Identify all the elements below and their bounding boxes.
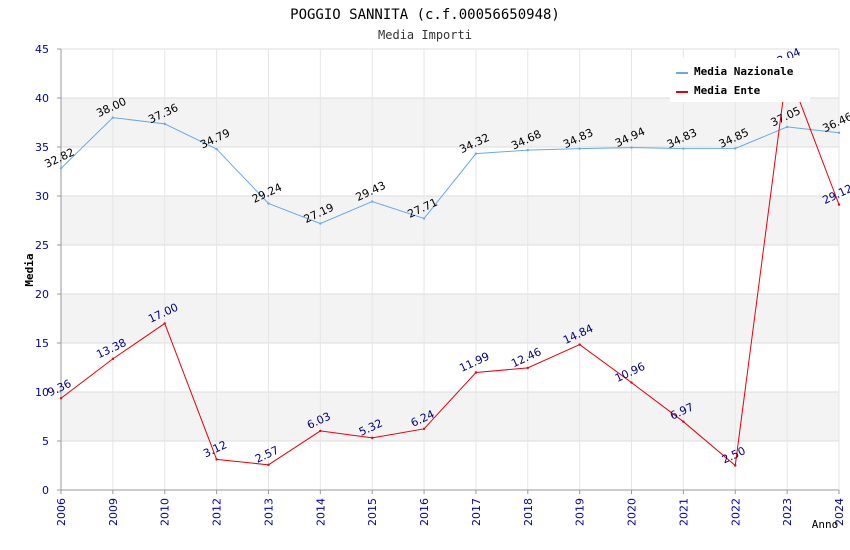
data-point-media-ente bbox=[682, 420, 685, 423]
y-tick-label: 35 bbox=[35, 141, 49, 154]
data-point-media-nazionale bbox=[163, 122, 166, 126]
legend: Media Nazionale Media Ente bbox=[670, 58, 810, 102]
data-point-media-ente bbox=[422, 427, 426, 431]
data-point-media-ente bbox=[630, 381, 633, 384]
data-point-media-ente bbox=[734, 464, 737, 467]
data-point-media-nazionale bbox=[371, 200, 374, 203]
data-label-media-ente: 2.50 bbox=[720, 444, 748, 466]
data-point-media-nazionale bbox=[785, 125, 789, 129]
data-point-media-ente bbox=[163, 322, 166, 325]
data-point-media-ente bbox=[111, 357, 115, 361]
data-label-media-ente: 3.12 bbox=[201, 438, 229, 460]
legend-background bbox=[670, 58, 810, 102]
y-tick-label: 20 bbox=[35, 288, 49, 301]
data-point-media-ente bbox=[837, 203, 841, 206]
x-tick-label: 2009 bbox=[107, 498, 120, 526]
data-point-media-nazionale bbox=[682, 147, 685, 150]
data-point-media-nazionale bbox=[215, 147, 218, 151]
x-tick-label: 2023 bbox=[781, 498, 794, 526]
x-tick-label: 2019 bbox=[574, 498, 587, 526]
series-line-media-nazionale bbox=[60, 117, 840, 225]
data-point-media-nazionale bbox=[422, 217, 426, 220]
data-point-media-ente bbox=[578, 343, 581, 346]
data-point-media-nazionale bbox=[111, 116, 115, 119]
data-point-media-nazionale bbox=[526, 148, 529, 152]
x-tick-label: 2022 bbox=[729, 498, 742, 526]
data-point-media-nazionale bbox=[267, 202, 270, 205]
series-line-media-ente bbox=[60, 68, 840, 467]
x-tick-label: 2020 bbox=[626, 498, 639, 526]
data-point-media-ente bbox=[267, 463, 270, 467]
chart-title: POGGIO SANNITA (c.f.00056650948) bbox=[290, 7, 560, 23]
data-point-media-ente bbox=[526, 366, 529, 370]
grid-band bbox=[61, 392, 839, 441]
x-tick-label: 2016 bbox=[418, 498, 431, 526]
x-tick-label: 2018 bbox=[522, 498, 535, 526]
data-point-media-ente bbox=[215, 458, 218, 461]
tick-labels: 0 5 10 15 20 25 30 35 40 45 2006 2009 2010 2012 2013 20… bbox=[35, 43, 846, 526]
legend-label-media-nazionale: Media Nazionale bbox=[694, 65, 794, 78]
data-point-media-ente bbox=[59, 397, 63, 400]
x-tick-label: 2010 bbox=[159, 498, 172, 526]
data-label-media-ente: 2.57 bbox=[253, 444, 281, 466]
x-tick-label: 2014 bbox=[314, 498, 327, 526]
data-point-media-nazionale bbox=[734, 147, 737, 150]
grid-band bbox=[61, 196, 839, 245]
y-tick-label: 5 bbox=[42, 435, 49, 448]
data-point-media-ente bbox=[474, 371, 478, 374]
data-point-media-nazionale bbox=[474, 152, 478, 155]
x-tick-label: 2012 bbox=[211, 498, 224, 526]
x-axis-label: Anno bbox=[812, 518, 839, 531]
y-tick-label: 10 bbox=[35, 386, 49, 399]
x-tick-label: 2013 bbox=[262, 498, 275, 526]
data-point-media-nazionale bbox=[630, 146, 633, 149]
grid-band bbox=[61, 98, 839, 147]
y-axis-label: Media bbox=[23, 253, 36, 286]
data-point-media-nazionale bbox=[59, 167, 63, 170]
chart-subtitle: Media Importi bbox=[378, 28, 472, 42]
y-tick-label: 0 bbox=[42, 484, 49, 497]
x-tick-label: 2024 bbox=[833, 498, 846, 526]
data-point-media-nazionale bbox=[319, 222, 322, 225]
data-label-media-ente: 12.46 bbox=[509, 345, 543, 370]
x-tick-label: 2006 bbox=[55, 498, 68, 526]
data-point-media-ente bbox=[371, 436, 374, 440]
data-point-media-ente bbox=[319, 429, 322, 433]
data-point-media-nazionale bbox=[578, 147, 581, 150]
y-tick-label: 45 bbox=[35, 43, 49, 56]
grid-band bbox=[61, 294, 839, 343]
y-tick-label: 40 bbox=[35, 92, 49, 105]
y-tick-label: 15 bbox=[35, 337, 49, 350]
series-lines bbox=[59, 67, 841, 467]
axes bbox=[57, 48, 840, 494]
y-tick-label: 25 bbox=[35, 239, 49, 252]
data-point-media-nazionale bbox=[837, 131, 841, 134]
legend-label-media-ente: Media Ente bbox=[694, 84, 761, 97]
x-tick-label: 2021 bbox=[677, 498, 690, 526]
x-tick-label: 2015 bbox=[366, 498, 379, 526]
x-tick-label: 2017 bbox=[470, 498, 483, 526]
y-tick-label: 30 bbox=[35, 190, 49, 203]
